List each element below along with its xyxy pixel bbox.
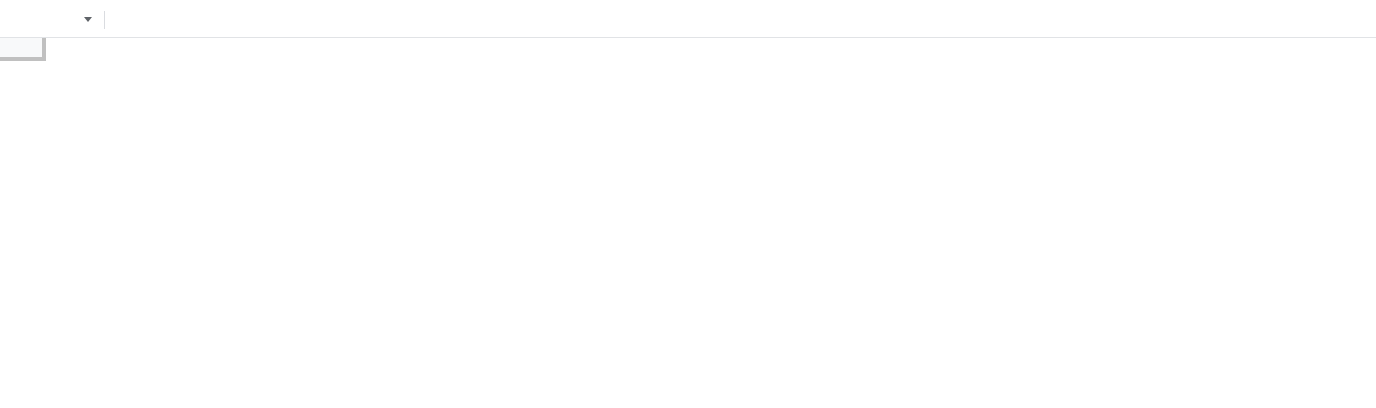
formula-bar — [0, 0, 1376, 38]
spreadsheet-grid[interactable] — [0, 38, 1376, 408]
select-all-corner[interactable] — [0, 38, 46, 61]
divider — [104, 11, 105, 29]
chevron-down-icon[interactable] — [84, 17, 92, 22]
